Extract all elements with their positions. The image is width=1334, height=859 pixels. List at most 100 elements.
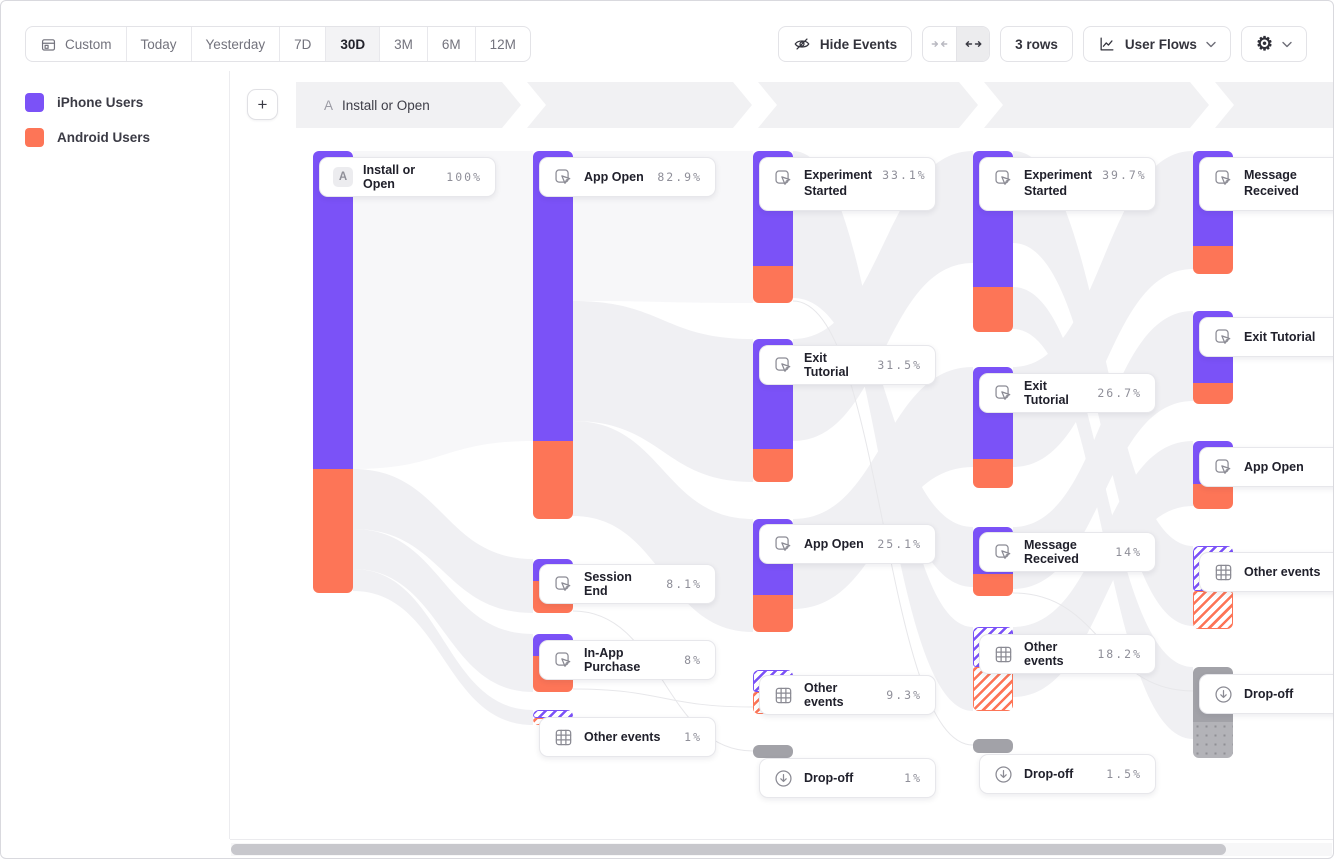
event-icon [993, 542, 1014, 563]
scrollbar-thumb[interactable] [231, 844, 1226, 855]
event-icon [993, 168, 1014, 189]
node-bar-drop-off[interactable] [753, 745, 793, 758]
horizontal-scrollbar[interactable] [231, 843, 1332, 856]
node-label: Session End [584, 570, 632, 598]
node-label: App Open [804, 537, 864, 551]
line-chart-icon [1098, 35, 1116, 53]
node-card-other-events[interactable]: Other events 1% [539, 717, 716, 757]
node-card-session-end[interactable]: Session End 8.1% [539, 564, 716, 604]
range-7d[interactable]: 7D [279, 27, 325, 61]
node-card-exit-tutorial[interactable]: Exit Tutorial 26.7% [979, 373, 1156, 413]
node-card-install-or-open[interactable]: A Install or Open 100% [319, 157, 496, 197]
node-card-app-open[interactable]: App Open [1199, 447, 1333, 487]
node-label: Message Received [1024, 538, 1079, 566]
flow-link [1013, 287, 1193, 739]
node-card-other-events[interactable]: Other events 9.3% [759, 675, 936, 715]
bar-segment-orange [973, 459, 1013, 488]
node-card-in-app-purchase[interactable]: In-App Purchase 8% [539, 640, 716, 680]
node-card-message-received[interactable]: Message Received [1199, 157, 1333, 211]
range-yesterday[interactable]: Yesterday [190, 27, 280, 61]
range-label: Today [140, 36, 177, 52]
event-icon [553, 574, 574, 595]
step-segment-2[interactable] [527, 82, 752, 128]
view-label: User Flows [1124, 36, 1197, 52]
node-card-exit-tutorial[interactable]: Exit Tutorial 31.5% [759, 345, 936, 385]
hide-events-button[interactable]: Hide Events [777, 26, 913, 62]
collapse-arrows-icon [931, 37, 948, 51]
node-card-drop-off[interactable]: Drop-off 1% [759, 758, 936, 798]
collapse-columns-button[interactable] [923, 27, 956, 61]
node-card-other-events[interactable]: Other events [1199, 552, 1333, 592]
node-card-drop-off[interactable]: Drop-off 1.5% [979, 754, 1156, 794]
node-percent: 25.1% [877, 537, 922, 551]
bar-segment-purple [533, 151, 573, 441]
eye-off-icon [793, 35, 811, 53]
node-label: Install or Open [363, 163, 416, 191]
grid-icon [773, 685, 794, 706]
node-bar-install-or-open[interactable] [313, 151, 353, 593]
toolbar: Custom Today Yesterday 7D 30D 3M 6M 12M Hide Ev… [25, 26, 1307, 62]
date-range-control: Custom Today Yesterday 7D 30D 3M 6M 12M [25, 26, 531, 62]
node-label: Exit Tutorial [1024, 379, 1069, 407]
rows-button[interactable]: 3 rows [1000, 26, 1073, 62]
range-12m[interactable]: 12M [474, 27, 530, 61]
bar-segment-gray-dots [1193, 722, 1233, 758]
node-card-experiment-started[interactable]: Experiment Started 33.1% [759, 157, 936, 211]
step-segment-4[interactable] [984, 82, 1209, 128]
node-bar-drop-off[interactable] [973, 739, 1013, 753]
expand-columns-button[interactable] [956, 27, 990, 61]
node-card-experiment-started[interactable]: Experiment Started 39.7% [979, 157, 1156, 211]
bar-segment-orange [533, 441, 573, 519]
node-card-exit-tutorial[interactable]: Exit Tutorial [1199, 317, 1333, 357]
event-icon [773, 168, 794, 189]
step-segment-3[interactable] [758, 82, 978, 128]
node-bar-app-open[interactable] [533, 151, 573, 519]
node-label: Drop-off [1244, 687, 1294, 701]
node-percent: 82.9% [657, 170, 702, 184]
step-segment-5[interactable] [1215, 82, 1333, 128]
legend-item: iPhone Users [25, 93, 150, 112]
node-percent: 14% [1115, 545, 1142, 559]
node-label: Experiment Started [1024, 168, 1093, 199]
chart-bottom-border [230, 839, 1333, 840]
event-icon [1213, 168, 1234, 189]
bar-segment-orange [1193, 484, 1233, 509]
bar-segment-orange [1193, 383, 1233, 404]
range-6m[interactable]: 6M [426, 27, 475, 61]
grid-icon [993, 644, 1014, 665]
node-label: App Open [584, 170, 644, 184]
view-selector[interactable]: User Flows [1082, 26, 1231, 62]
step-segment-1[interactable]: A Install or Open [296, 82, 521, 128]
grid-icon [1213, 562, 1234, 583]
step-badge: A [324, 97, 334, 113]
node-percent: 1% [904, 771, 922, 785]
legend-swatch [25, 128, 44, 147]
chevron-down-icon [1206, 41, 1216, 48]
node-card-message-received[interactable]: Message Received 14% [979, 532, 1156, 572]
node-card-app-open[interactable]: App Open 25.1% [759, 524, 936, 564]
range-30d[interactable]: 30D [325, 27, 380, 61]
node-card-other-events[interactable]: Other events 18.2% [979, 634, 1156, 674]
bar-segment-orange [753, 266, 793, 303]
node-percent: 8.1% [666, 577, 702, 591]
settings-button[interactable]: ⚙ [1240, 26, 1307, 62]
flow-hairline [792, 300, 974, 746]
drop-icon [1213, 684, 1234, 705]
flow-link [353, 529, 533, 692]
range-label: Yesterday [205, 36, 266, 52]
event-icon [993, 383, 1014, 404]
grid-icon [553, 727, 574, 748]
bar-segment-orange [753, 595, 793, 632]
add-step-button[interactable]: + [247, 89, 278, 120]
range-3m[interactable]: 3M [379, 27, 427, 61]
flow-link [793, 243, 973, 587]
range-today[interactable]: Today [125, 27, 191, 61]
node-card-drop-off[interactable]: Drop-off [1199, 674, 1333, 714]
node-label: Other events [584, 730, 661, 744]
range-label: 30D [340, 36, 366, 52]
flow-link [353, 151, 533, 469]
range-custom[interactable]: Custom [26, 27, 126, 61]
node-card-app-open[interactable]: App Open 82.9% [539, 157, 716, 197]
